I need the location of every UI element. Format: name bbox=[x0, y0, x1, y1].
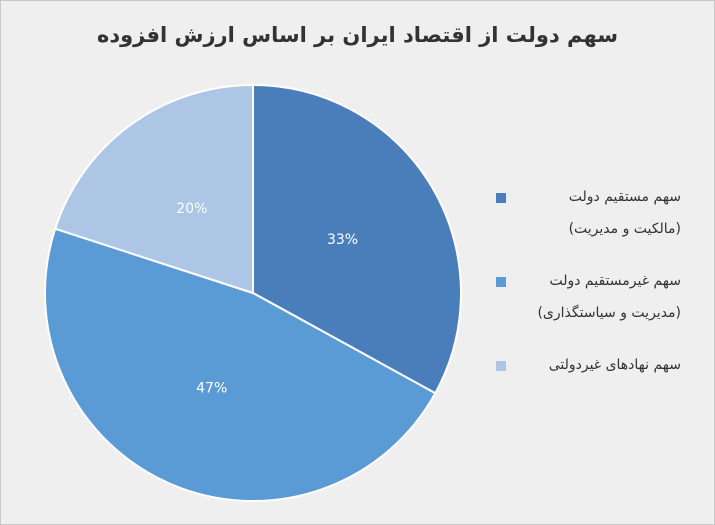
value-label: 20% bbox=[176, 201, 207, 217]
legend-label: سهم غیرمستقیم دولت (مدیریت و سیاستگذاری) bbox=[537, 273, 681, 321]
legend-item: سهم نهادهای غیردولتی bbox=[496, 349, 681, 381]
legend-marker bbox=[496, 193, 506, 203]
legend-item: سهم غیرمستقیم دولت (مدیریت و سیاستگذاری) bbox=[496, 265, 681, 329]
legend-marker bbox=[496, 277, 506, 287]
value-label: 47% bbox=[196, 380, 227, 396]
pie-slice bbox=[53, 83, 254, 295]
legend-label: سهم مستقیم دولت (مالکیت و مدیریت) bbox=[568, 189, 681, 237]
legend-label: سهم نهادهای غیردولتی bbox=[548, 357, 681, 373]
legend: سهم مستقیم دولت (مالکیت و مدیریت) سهم غیر… bbox=[496, 181, 681, 401]
legend-item: سهم مستقیم دولت (مالکیت و مدیریت) bbox=[496, 181, 681, 245]
legend-marker bbox=[496, 361, 506, 371]
value-label: 33% bbox=[327, 232, 358, 248]
pie-slice bbox=[252, 83, 462, 395]
chart-title: سهم دولت از اقتصاد ایران بر اساس ارزش اف… bbox=[96, 23, 619, 47]
pie-slice bbox=[44, 227, 437, 502]
